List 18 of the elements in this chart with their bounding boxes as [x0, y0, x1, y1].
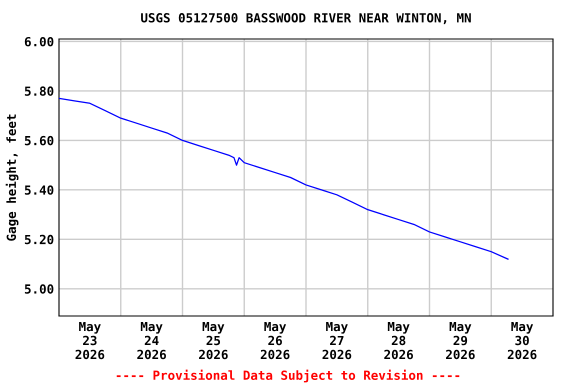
y-axis-title: Gage height, feet: [6, 114, 18, 241]
y-tick-label: 5.00: [24, 284, 54, 294]
text: ---- Provisional Data Subject to Revision ----: [116, 370, 460, 382]
chart-title: USGS 05127500 BASSWOOD RIVER NEAR WINTON, MN: [141, 13, 471, 24]
y-tick-label: 6.00: [24, 36, 54, 46]
line-series: [59, 98, 509, 260]
y-tick-label: 5.20: [24, 234, 54, 244]
x-tick-label: May 25 2026: [199, 322, 228, 360]
x-tick-label: May 27 2026: [322, 322, 352, 360]
y-tick-label: 5.80: [24, 86, 54, 96]
x-tick-label: May 24 2026: [137, 322, 166, 360]
x-tick-label: May 30 2026: [508, 322, 536, 360]
x-tick-label: May 26 2026: [260, 322, 290, 360]
x-tick-label: May 23 2026: [76, 322, 104, 360]
y-tick-label: 5.60: [24, 136, 54, 146]
x-tick-label: May 29 2026: [446, 322, 475, 360]
y-tick-label: 5.40: [24, 185, 54, 195]
x-tick-label: May 28 2026: [384, 322, 413, 360]
